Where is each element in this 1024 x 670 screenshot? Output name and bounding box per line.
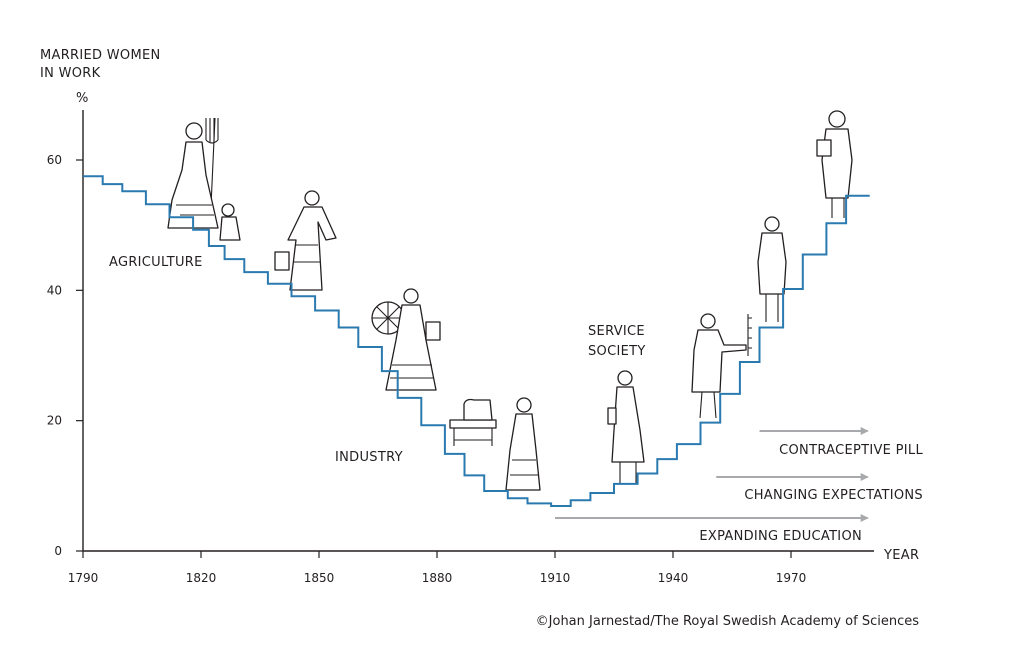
y-tick-label: 20 (47, 414, 62, 428)
y-tick-label: 0 (54, 544, 62, 558)
y-axis-unit: % (76, 91, 89, 106)
x-ticks: 1790 1820 1850 1880 1910 1940 1970 (68, 551, 807, 585)
modern-woman-with-bag-illustration (816, 110, 853, 218)
y-tick-label: 60 (47, 153, 62, 167)
annotation-service-line2: SOCIETY (588, 344, 646, 359)
businesswoman-illustration (757, 216, 787, 322)
image-credit: ©Johan Jarnestad/The Royal Swedish Acade… (536, 614, 920, 629)
farm-woman-with-pitchfork-illustration (167, 117, 241, 241)
y-ticks: 0 20 40 60 (47, 153, 83, 558)
arrow-label-contraceptive-pill: CONTRACEPTIVE PILL (779, 443, 923, 458)
x-tick-label: 1940 (658, 571, 689, 585)
arrow-label-expanding-education: EXPANDING EDUCATION (699, 529, 862, 544)
arrow-label-changing-expectations: CHANGING EXPECTATIONS (744, 488, 923, 503)
x-tick-label: 1970 (776, 571, 807, 585)
sewing-machine-woman-illustration (449, 397, 541, 491)
x-axis-title: YEAR (883, 548, 919, 563)
y-axis-title-line1: MARRIED WOMEN (40, 48, 161, 63)
spinning-wheel-woman-illustration (371, 288, 441, 391)
annotation-agriculture: AGRICULTURE (109, 255, 203, 270)
y-tick-label: 40 (47, 283, 62, 297)
annotation-service-line1: SERVICE (588, 324, 645, 339)
x-tick-label: 1790 (68, 571, 99, 585)
annotation-industry: INDUSTRY (335, 450, 403, 465)
woman-with-bucket-illustration (274, 190, 337, 291)
x-tick-label: 1820 (186, 571, 217, 585)
x-tick-label: 1910 (540, 571, 571, 585)
service-woman-illustration (607, 370, 645, 484)
office-woman-with-chart-illustration (691, 313, 752, 419)
x-tick-label: 1880 (422, 571, 453, 585)
x-tick-label: 1850 (304, 571, 335, 585)
y-axis-title-line2: IN WORK (40, 66, 101, 81)
married-women-in-work-step-line (83, 175, 870, 507)
